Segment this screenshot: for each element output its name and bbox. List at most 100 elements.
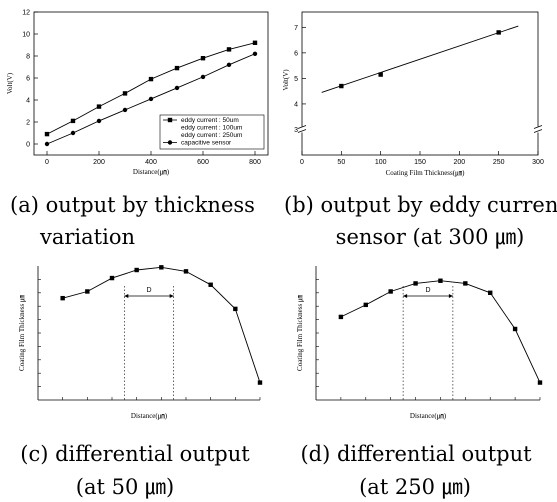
chart-a-point <box>174 65 180 71</box>
chart-a-point <box>122 91 128 96</box>
chart-a-point <box>174 85 180 91</box>
chart-b-xtick-label: 100 <box>375 159 387 166</box>
chart-a-point <box>148 96 154 102</box>
caption-a-line1: (a) output by thickness <box>10 193 255 217</box>
chart-a-ytick-label: 0 <box>26 142 30 149</box>
chart-c-point <box>208 282 213 287</box>
chart-a-point <box>122 107 128 113</box>
chart-d-svg: Distance(㎛) Coating Film Thickness ㎛ D <box>296 266 543 421</box>
caption-b-line2: sensor (at 300 ㎛) <box>335 225 525 249</box>
chart-c-point <box>60 295 65 301</box>
chart-d-point <box>338 314 344 320</box>
caption-c-line1: (c) differential output <box>20 442 250 466</box>
chart-b-xtick-label: 150 <box>414 159 426 166</box>
chart-c-point <box>183 269 189 274</box>
chart-a-point <box>96 104 102 109</box>
chart-a-xlabel: Distance(㎛) <box>133 168 170 177</box>
chart-c-point <box>134 267 139 273</box>
chart-b-frame <box>301 11 539 156</box>
chart-c-ylabel: Coating Film Thickness ㎛ <box>18 295 27 371</box>
chart-d-point <box>363 302 368 308</box>
chart-b-ytick-label: 7 <box>294 25 298 32</box>
chart-a-legend-entry: eddy current : 250um <box>181 132 242 139</box>
chart-b-point <box>496 30 501 35</box>
chart-b-ytick-label: 6 <box>294 50 298 57</box>
chart-a-legend-entry: capacitive sensor <box>181 140 232 147</box>
chart-b-ylabel: Volt(V) <box>282 69 290 91</box>
chart-c-svg: Distance(㎛) Coating Film Thickness ㎛ D <box>18 265 263 421</box>
chart-c-series-line <box>62 266 261 383</box>
chart-a-legend-entry: eddy current : 100um <box>181 125 242 132</box>
chart-c-point <box>233 306 238 312</box>
chart-a-point <box>70 118 76 124</box>
chart-d-point <box>463 281 468 286</box>
chart-a-point <box>148 76 154 82</box>
caption-d-line1: (d) differential output <box>300 442 532 466</box>
chart-b-xtick-label: 200 <box>453 159 465 166</box>
chart-d-ylabel: Coating Film Thickness ㎛ <box>296 295 305 371</box>
chart-c-d-label: D <box>146 287 151 294</box>
chart-d-point <box>537 380 543 385</box>
chart-a-point <box>226 62 232 67</box>
chart-a-legend-marker <box>167 140 173 145</box>
chart-a-ytick-label: 10 <box>22 32 30 39</box>
chart-d-panel: Distance(㎛) Coating Film Thickness ㎛ D <box>278 258 557 430</box>
chart-b-xlabel: Coating Film Thickness(㎛) <box>386 169 465 178</box>
chart-a-panel: 0 2 4 6 8 10 12 0 200 400 600 800 Distance(㎛) Volt(V)… <box>0 0 278 180</box>
chart-a-legend-entry: eddy current : 50um <box>181 117 239 124</box>
chart-a-point <box>44 131 50 137</box>
chart-c-xlabel: Distance(㎛) <box>131 412 168 421</box>
chart-d-xlabel: Distance(㎛) <box>410 412 447 421</box>
chart-a-ylabel: Volt(V) <box>6 72 14 94</box>
chart-b-xtick-label: 300 <box>532 159 544 166</box>
caption-b-line1: (b) output by eddy current <box>284 193 557 217</box>
chart-b-panel: 4 5 6 7 3 0 50 100 150 200 250 300 Coating Film Thic… <box>278 0 557 180</box>
chart-b-xtick-label: 250 <box>493 159 505 166</box>
chart-c-point <box>159 265 164 270</box>
chart-b-ytick-label: 5 <box>294 76 298 83</box>
chart-a-xtick-label: 400 <box>145 159 157 166</box>
chart-a-point <box>44 141 50 147</box>
chart-a-ytick-label: 4 <box>26 98 30 105</box>
chart-a-point <box>252 40 258 45</box>
chart-b-svg: 4 5 6 7 3 0 50 100 150 200 250 300 Coating Film Thic… <box>282 11 544 178</box>
chart-a-point <box>200 56 206 61</box>
chart-c-point <box>257 380 263 385</box>
chart-b-xtick-label: 0 <box>300 159 304 166</box>
caption-a-line2: variation <box>40 225 135 249</box>
chart-a-point <box>226 47 232 52</box>
chart-a-xtick-label: 0 <box>45 159 49 166</box>
chart-d-point <box>438 278 443 283</box>
chart-b-xtick-label: 50 <box>337 159 345 166</box>
chart-b-point <box>339 83 344 89</box>
chart-b-break-gap <box>535 126 541 133</box>
chart-a-point <box>70 130 76 136</box>
chart-b-break-mark <box>297 125 307 129</box>
chart-d-d-label: D <box>425 287 430 294</box>
chart-b-break-label: 3 <box>294 127 298 134</box>
chart-b-break-gap <box>299 126 305 133</box>
chart-d-point <box>413 281 418 286</box>
chart-c-point <box>109 275 115 281</box>
chart-b-break-mark <box>533 125 543 129</box>
chart-a-ytick-label: 12 <box>22 10 30 17</box>
chart-a-xtick-label: 200 <box>93 159 105 166</box>
chart-c-point <box>85 289 90 294</box>
chart-a-xtick-label: 600 <box>197 159 209 166</box>
chart-a-legend-box <box>159 114 265 150</box>
chart-a-ytick-label: 8 <box>26 54 30 61</box>
chart-a-point <box>200 74 206 80</box>
caption-d-line2: (at 250 ㎛) <box>359 475 471 499</box>
chart-b-point <box>378 72 383 77</box>
chart-a-point <box>96 118 102 124</box>
chart-c-panel: Distance(㎛) Coating Film Thickness ㎛ D <box>0 258 278 430</box>
chart-d-point <box>388 289 393 294</box>
caption-c-line2: (at 50 ㎛) <box>75 475 175 499</box>
chart-a-legend-marker <box>167 117 173 123</box>
chart-b-break-mark <box>297 129 307 133</box>
chart-a-ytick-label: 6 <box>26 76 30 83</box>
chart-d-point <box>512 326 518 332</box>
chart-d-point <box>488 290 493 295</box>
chart-b-break-mark <box>533 129 543 133</box>
chart-a-svg: 0 2 4 6 8 10 12 0 200 400 600 800 Distance(㎛) Volt(V)… <box>6 10 269 177</box>
